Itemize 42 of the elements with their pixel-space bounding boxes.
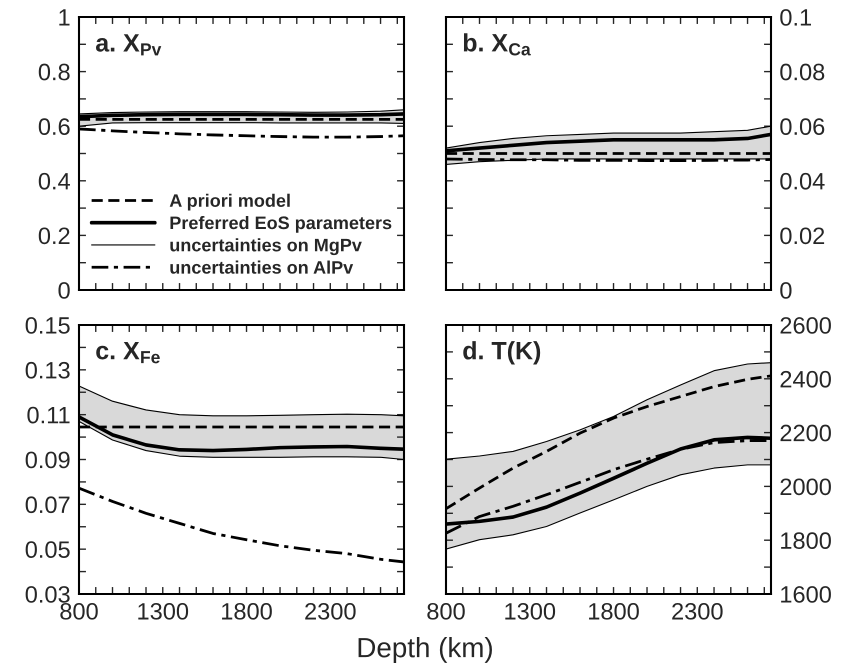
x-tick-label: 800 — [60, 602, 98, 620]
legend-label: Preferred EoS parameters — [170, 216, 392, 233]
y-tick-label: 0.09 — [26, 452, 70, 468]
y2-tick-label: 0 — [780, 282, 792, 299]
y-tick-label: 0.05 — [26, 541, 70, 558]
y2-tick-label: 0.04 — [780, 172, 825, 190]
y-tick-label: 0.11 — [27, 406, 70, 424]
y2-tick-label: 0.08 — [780, 64, 824, 80]
x-tick-label: 1300 — [505, 602, 556, 620]
x-tick-label: 1800 — [589, 602, 639, 620]
x-axis-title: Depth (km) — [358, 637, 492, 663]
text: c. X$_{Fe}$ — [96, 342, 160, 364]
y2-tick-label: 2400 — [780, 370, 831, 388]
y2-tick-label: 0.1 — [780, 9, 812, 26]
y-tick-label: 0.13 — [26, 362, 70, 379]
y2-tick-label: 2200 — [780, 424, 831, 442]
y-tick-label: 0.07 — [26, 496, 70, 514]
x-tick-label: 1300 — [138, 602, 188, 620]
y-tick-label: 0 — [58, 282, 70, 299]
text: b. X$_{Ca}$ — [464, 33, 531, 56]
legend-label: A priori model — [170, 194, 290, 211]
y2-tick-label: 0.06 — [780, 118, 824, 135]
y-tick-label: 0.03 — [26, 586, 70, 603]
y-tick-label: 0.2 — [38, 227, 70, 244]
x-tick-label: 1800 — [222, 602, 272, 620]
x-tick-label: 2300 — [305, 602, 356, 620]
y-tick-label: 0.15 — [26, 317, 70, 334]
legend-label: uncertainties on MgPv — [170, 238, 362, 256]
y2-tick-label: 2000 — [780, 478, 831, 496]
y2-tick-label: 1800 — [781, 532, 831, 549]
y-tick-label: 0.8 — [38, 64, 70, 80]
y-tick-label: 0.6 — [38, 118, 70, 135]
legend-label: uncertainties on AlPv — [170, 260, 354, 274]
y2-tick-label: 0.02 — [780, 227, 824, 244]
y2-tick-label: 2600 — [780, 317, 831, 334]
y2-tick-label: 1600 — [781, 586, 831, 603]
text: d. T(K) — [463, 341, 540, 364]
y-tick-label: 0.4 — [38, 172, 70, 190]
text: a. X$_{Pv}$ — [96, 34, 162, 56]
y-tick-label: 1 — [59, 9, 70, 26]
x-tick-label: 2300 — [672, 602, 723, 620]
x-tick-label: 800 — [427, 602, 465, 620]
